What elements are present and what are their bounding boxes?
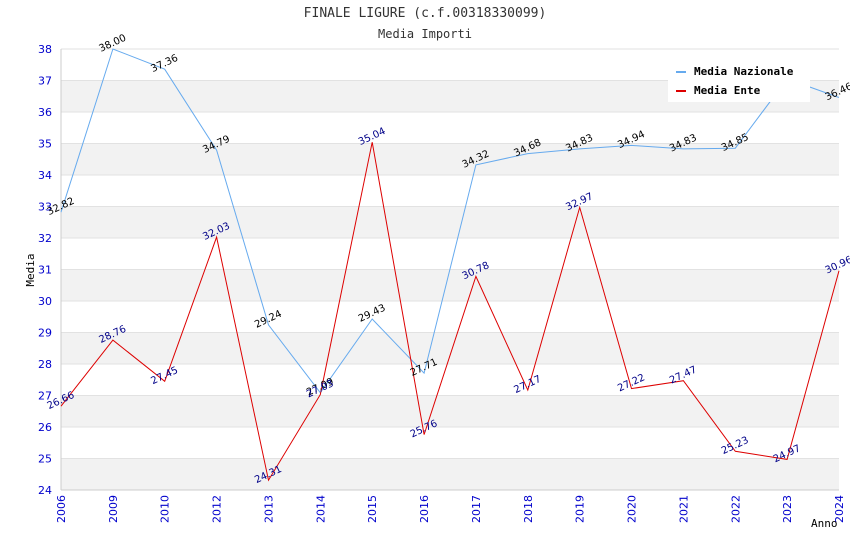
series-line-1 <box>60 142 840 482</box>
grid-band <box>61 238 839 270</box>
x-tick-label: 2022 <box>729 495 742 523</box>
y-tick-label: 37 <box>38 75 52 88</box>
y-tick-label: 35 <box>38 138 52 151</box>
grid-bands <box>61 49 839 490</box>
grid-band <box>61 332 839 364</box>
x-tick-label: 2024 <box>833 495 846 523</box>
y-tick-label: 32 <box>38 232 52 245</box>
y-tick-labels: 24 25 26 27 28 29 30 31 32 33 34 35 36 37 38 <box>38 43 52 497</box>
grid-band <box>61 269 839 301</box>
legend-label-nazionale: Media Nazionale <box>694 65 794 78</box>
y-tick-label: 28 <box>38 358 52 371</box>
grid-band <box>61 112 839 144</box>
y-tick-label: 25 <box>38 453 52 466</box>
grid-band <box>61 364 839 396</box>
y-axis-title: Media <box>24 253 37 286</box>
y-tick-label: 30 <box>38 295 52 308</box>
x-tick-label: 2014 <box>314 495 327 523</box>
grid-band <box>61 206 839 238</box>
x-tick-label: 2015 <box>366 495 379 523</box>
y-tick-label: 27 <box>38 390 52 403</box>
x-tick-label: 2018 <box>522 495 535 523</box>
x-tick-label: 2010 <box>159 495 172 523</box>
series-lines <box>60 48 840 482</box>
legend-label-ente: Media Ente <box>694 84 761 97</box>
x-tick-label: 2019 <box>574 495 587 523</box>
y-tick-label: 36 <box>38 106 52 119</box>
series-line-0 <box>60 48 840 394</box>
axes <box>60 48 839 491</box>
x-tick-label: 2023 <box>781 495 794 523</box>
x-tick-label: 2017 <box>470 495 483 523</box>
x-tick-label: 2016 <box>418 495 431 523</box>
grid-band <box>61 301 839 333</box>
y-tick-label: 38 <box>38 43 52 56</box>
legend-box <box>668 60 810 102</box>
chart-title: FINALE LIGURE (c.f.00318330099) <box>303 6 547 21</box>
y-tick-label: 34 <box>38 169 52 182</box>
x-axis-title: Anno <box>811 517 838 530</box>
x-tick-label: 2013 <box>262 495 275 523</box>
x-tick-label: 2009 <box>107 495 120 523</box>
legend: Media Nazionale Media Ente <box>668 60 810 102</box>
grid-band <box>61 458 839 490</box>
y-tick-label: 31 <box>38 264 52 277</box>
x-tick-label: 2012 <box>211 495 224 523</box>
x-tick-labels: 2006 2009 2010 2012 2013 2014 2015 2016 2017 2018… <box>55 495 846 523</box>
grid-band <box>61 175 839 207</box>
y-tick-label: 29 <box>38 327 52 340</box>
y-tick-label: 24 <box>38 484 52 497</box>
x-tick-label: 2020 <box>626 495 639 523</box>
grid-band <box>61 395 839 427</box>
chart-subtitle: Media Importi <box>378 27 472 41</box>
y-tick-label: 33 <box>38 201 52 214</box>
y-tick-label: 26 <box>38 421 52 434</box>
x-tick-label: 2006 <box>55 495 68 523</box>
x-tick-label: 2021 <box>677 495 690 523</box>
grid-band <box>61 427 839 459</box>
